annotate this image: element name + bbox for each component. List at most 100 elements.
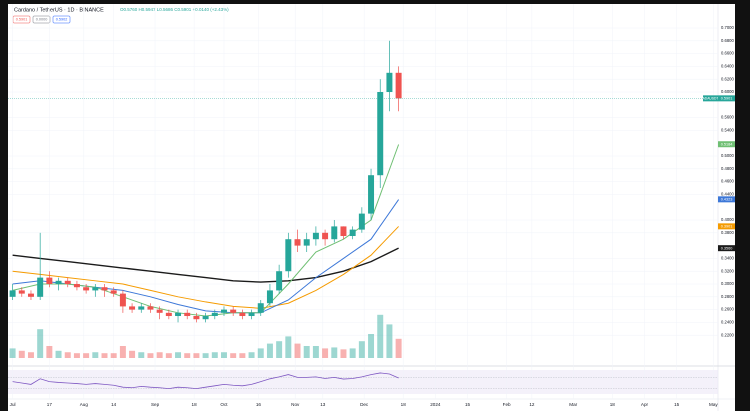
volume-bar: [331, 347, 338, 358]
candle-body: [257, 303, 264, 313]
symbol-title: Cardano / TetherUS · 1D · BINANCE: [14, 7, 104, 13]
y-tick-label: 0.2600: [721, 307, 734, 312]
x-tick-label: 18: [610, 402, 616, 407]
x-tick-label: 16: [256, 402, 262, 407]
candle-body: [202, 316, 209, 320]
ma-price-label: 0.4323: [721, 198, 733, 202]
y-tick-label: 0.3200: [721, 268, 734, 273]
x-tick-label: Dec: [360, 402, 369, 407]
ohlc-values: O0.5760 H0.5947 L0.5686 C0.5901 +0.0140 …: [120, 7, 229, 12]
candle-body: [110, 290, 117, 294]
volume-bar: [129, 350, 136, 358]
volume-bar: [377, 314, 384, 358]
volume-bar: [358, 341, 365, 358]
plot: 0.7000 0.6800 0.6600 0.6400 0.6200 0.6000 0.56…: [8, 4, 735, 407]
volume-bar: [64, 352, 71, 358]
tag-label: 0.5902: [56, 18, 68, 22]
candle-body: [55, 280, 62, 285]
candle-body: [322, 232, 329, 240]
y-tick-label: 0.4800: [721, 166, 734, 171]
y-tick-label: 0.3800: [721, 230, 734, 235]
candle-body: [83, 287, 90, 291]
x-tick-label: May: [709, 402, 718, 407]
candle-body: [147, 306, 154, 310]
volume-bar: [257, 348, 264, 358]
volume-bar: [285, 336, 292, 358]
x-tick-label: 18: [401, 402, 407, 407]
x-tick-label: 17: [47, 402, 53, 407]
candle-body: [377, 92, 384, 176]
volume-bar: [248, 352, 255, 358]
volume-bar: [46, 346, 53, 358]
candle-body: [138, 306, 145, 310]
candle-body: [248, 312, 255, 317]
volume-bar: [101, 353, 108, 358]
candle-body: [193, 316, 200, 320]
x-tick-label: Nov: [291, 402, 300, 407]
ma-price-tag: [718, 196, 735, 203]
candle-body: [303, 239, 310, 246]
ma-price-label: 0.3560: [721, 246, 733, 250]
x-tick-label: Sep: [151, 402, 160, 407]
y-tick-label: 0.6600: [721, 51, 734, 56]
rsi-band-fill: [8, 370, 718, 394]
candle-body: [340, 226, 347, 237]
x-tick-label: 12: [529, 402, 535, 407]
y-tick-label: 0.2200: [721, 332, 734, 337]
x-tick-label: 13: [320, 402, 326, 407]
moving-average: [12, 247, 399, 283]
x-tick-label: 15: [465, 402, 471, 407]
volume-bar: [276, 341, 283, 358]
y-tick-label: 0.2800: [721, 294, 734, 299]
volume-bar: [110, 353, 117, 358]
candle-body: [101, 287, 108, 291]
volume-bar: [202, 353, 209, 358]
volume-bar: [184, 353, 191, 358]
candle-body: [349, 229, 356, 237]
x-tick-label: 18: [192, 402, 198, 407]
last-price-tag: [718, 95, 735, 102]
candle-body: [276, 271, 283, 291]
volume-bar: [18, 350, 25, 358]
volume-bar: [165, 353, 172, 358]
tag-box: [32, 15, 51, 24]
y-tick-label: 0.3400: [721, 256, 734, 261]
candle-body: [368, 175, 375, 214]
x-tick-label: Apr: [641, 402, 649, 407]
volume-bar: [221, 352, 227, 358]
volume-bar: [349, 348, 356, 358]
x-tick-label: Aug: [80, 402, 89, 407]
candle-body: [129, 306, 136, 310]
y-tick-label: 0.6200: [721, 76, 734, 81]
volume-bar: [147, 353, 154, 358]
rsi-line: [12, 372, 399, 390]
y-tick-label: 0.4400: [721, 192, 734, 197]
candle-body: [230, 309, 237, 313]
volume-bar: [73, 353, 80, 358]
y-tick-label: 0.7000: [721, 25, 734, 30]
volume-bar: [92, 352, 99, 358]
volume-bar: [175, 352, 182, 358]
x-tick-label: Feb: [503, 402, 511, 407]
y-tick-label: 0.3000: [721, 281, 734, 286]
y-tick-label: 0.5000: [721, 153, 734, 158]
y-tick-label: 0.4600: [721, 179, 734, 184]
tag-row: 0.5901 0.0000 0.5902: [12, 15, 71, 24]
candle-body: [331, 226, 338, 240]
volume-bar: [37, 329, 44, 358]
y-tick-label: 0.6000: [721, 89, 734, 94]
symbol-label: ADAUSDT: [703, 97, 719, 101]
y-tick-label: 0.4000: [721, 217, 734, 222]
tag-label: 0.5901: [16, 18, 28, 22]
moving-average: [12, 226, 399, 309]
volume-bar: [322, 348, 329, 358]
ma-price-tag: [718, 223, 735, 230]
volume-bar: [55, 350, 62, 358]
candle-body: [73, 284, 80, 288]
candle-body: [395, 72, 402, 99]
ma-price-tag: [718, 245, 735, 252]
volume-bar: [312, 346, 319, 358]
candle-body: [37, 277, 44, 297]
candle-body: [285, 239, 292, 272]
